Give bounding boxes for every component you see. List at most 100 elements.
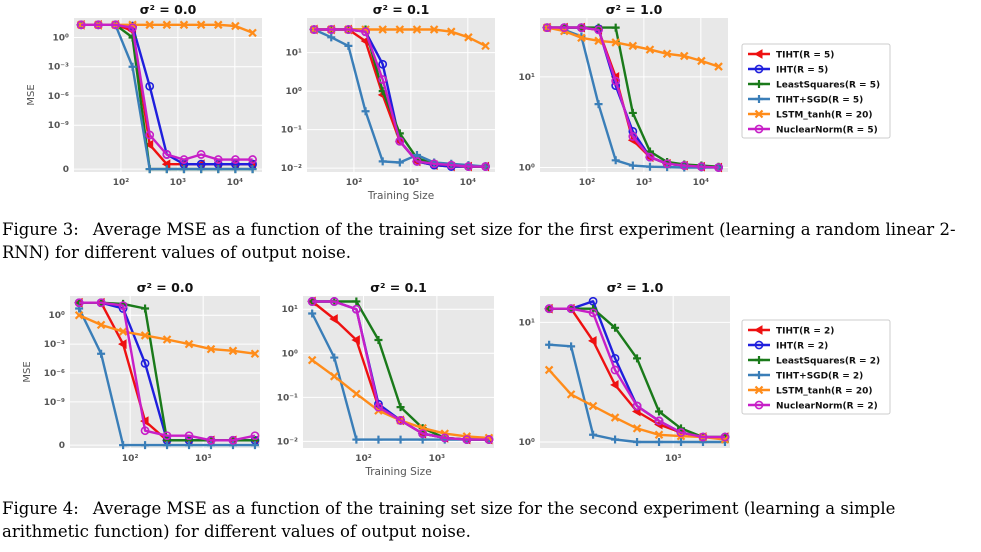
panel-1-0: 10² 10³ 0 10⁻⁹ 10⁻⁶ 10⁻³ 10⁰ σ² = 0.0: [44, 280, 260, 464]
data-point: [395, 158, 404, 167]
legend: TIHT(R = 5) IHT(R = 5) LeastSquares(R = 5)…: [741, 43, 891, 139]
data-point: [577, 33, 586, 43]
data-point: [352, 297, 361, 306]
data-point: [145, 20, 154, 30]
data-point: [697, 56, 706, 66]
data-point: [628, 41, 638, 51]
legend-entry: IHT(R = 2): [776, 342, 828, 352]
legend-swatch-marker: [753, 325, 763, 335]
data-point: [632, 401, 642, 411]
y-tick-label: 10⁻¹: [281, 126, 302, 136]
series-line: [81, 23, 253, 161]
data-point: [179, 20, 189, 30]
data-point: [464, 33, 473, 42]
data-point: [213, 155, 223, 164]
panel-0-0: 10² 10³ 10⁴ 0 10⁻⁹ 10⁻⁶ 10⁻³ 10⁰ σ² = 0.0: [48, 2, 262, 188]
y-tick-label: 10⁻⁶: [48, 92, 69, 102]
data-point: [309, 25, 319, 34]
legend-swatch-marker: [755, 356, 763, 364]
data-point: [654, 430, 664, 440]
data-point: [446, 160, 456, 170]
data-point: [330, 353, 339, 362]
figure-3-caption-label: Figure 3:: [2, 220, 79, 239]
data-point: [588, 401, 598, 411]
legend-entry: LSTM_tanh(R = 20): [776, 111, 873, 121]
data-point: [93, 20, 103, 30]
x-axis-label: Training Size: [364, 466, 431, 478]
data-point: [567, 342, 576, 351]
panel-background: [307, 18, 495, 172]
series-line: [314, 28, 486, 168]
data-point: [628, 161, 637, 170]
data-point: [76, 20, 86, 30]
series-line: [547, 26, 719, 169]
panel-title: σ² = 0.1: [370, 280, 427, 295]
y-tick-label: 10⁰: [49, 311, 66, 321]
x-tick-label: 10³: [170, 178, 187, 188]
data-point: [714, 163, 723, 172]
x-tick-label: 10²: [346, 178, 363, 188]
data-point: [720, 432, 730, 442]
x-tick-label: 10⁴: [693, 178, 710, 188]
data-point: [179, 155, 189, 164]
data-point: [412, 25, 422, 34]
data-point: [566, 304, 576, 314]
y-tick-label: 0: [63, 165, 69, 175]
data-point: [141, 441, 150, 450]
data-point: [676, 428, 686, 437]
data-point: [184, 339, 194, 349]
data-point: [396, 403, 405, 412]
figure-3-caption-text: Average MSE as a function of the trainin…: [2, 220, 956, 262]
series-nuclearnorm-r-2: [74, 298, 260, 445]
data-point: [250, 431, 260, 441]
data-point: [588, 308, 598, 318]
data-point: [396, 415, 405, 425]
panel-title: σ² = 0.0: [137, 280, 194, 295]
y-tick-label: 10⁻³: [48, 63, 69, 73]
data-point: [462, 435, 472, 444]
data-point: [197, 165, 206, 174]
data-point: [228, 346, 238, 356]
panel-1-2: 10³ 10⁰ 10¹ σ² = 1.0: [519, 280, 730, 464]
x-axis-label: Training Size: [367, 190, 434, 202]
data-point: [697, 162, 706, 172]
data-point: [228, 435, 238, 445]
data-point: [307, 297, 317, 306]
data-point: [611, 38, 620, 47]
data-point: [677, 438, 686, 447]
data-point: [446, 27, 456, 36]
y-tick-label: 10⁻³: [44, 340, 65, 350]
panel-background: [540, 18, 728, 172]
data-point: [610, 380, 619, 390]
data-point: [196, 150, 206, 159]
y-tick-label: 10¹: [282, 305, 299, 315]
data-point: [228, 441, 237, 450]
data-point: [566, 390, 576, 399]
y-tick-label: 10¹: [286, 49, 303, 59]
data-point: [396, 435, 405, 444]
data-point: [162, 165, 171, 174]
panel-title: σ² = 0.1: [373, 2, 430, 17]
data-point: [378, 25, 387, 34]
series-line: [312, 300, 489, 441]
x-tick-label: 10⁴: [460, 178, 477, 188]
data-point: [231, 165, 240, 174]
legend-entry: NuclearNorm(R = 2): [776, 402, 878, 412]
data-point: [145, 81, 155, 91]
data-point: [632, 424, 642, 433]
data-point: [577, 23, 586, 32]
data-point: [378, 59, 388, 69]
figure-4-plots: 10² 10³ 0 10⁻⁹ 10⁻⁶ 10⁻³ 10⁰ σ² = 0.0 10² 10³ 10⁻²…: [22, 280, 891, 478]
data-point: [594, 25, 603, 35]
panel-0-2: 10² 10³ 10⁴ 10⁰ 10¹ σ² = 1.0: [519, 2, 728, 188]
data-point: [429, 25, 439, 34]
y-tick-label: 10⁰: [519, 163, 536, 173]
legend-entry: IHT(R = 5): [776, 66, 828, 76]
panel-0-1: 10² 10³ 10⁴ 10⁻² 10⁻¹ 10⁰ 10¹ σ² = 0.1: [281, 2, 495, 188]
figure-3-caption: Figure 3: Average MSE as a function of th…: [2, 218, 972, 264]
data-point: [361, 107, 370, 116]
data-point: [559, 23, 569, 32]
data-point: [418, 429, 428, 439]
data-point: [308, 309, 317, 318]
